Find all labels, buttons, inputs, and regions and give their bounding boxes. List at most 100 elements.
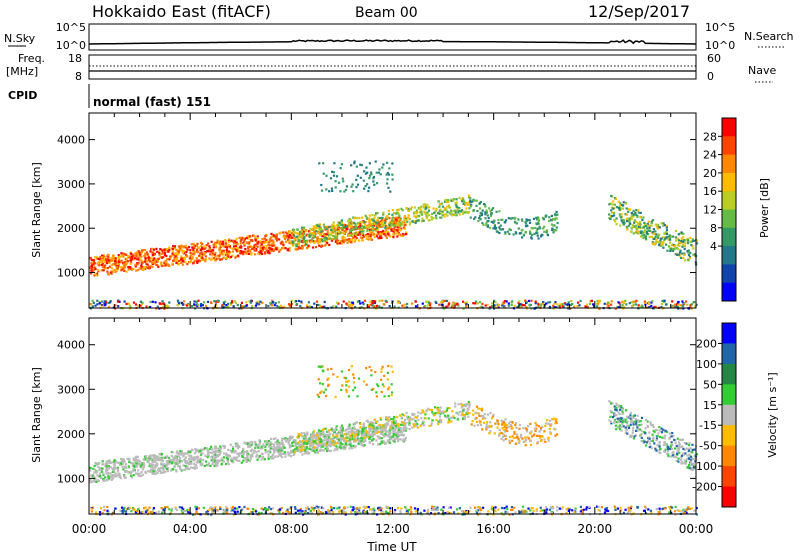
scatter-cell <box>393 438 396 441</box>
scatter-cell <box>312 449 315 452</box>
scatter-cell <box>187 451 190 454</box>
colorbar-tick-label: 24 <box>703 149 717 162</box>
scatter-cell <box>449 209 452 212</box>
scatter-cell <box>332 171 335 174</box>
scatter-cell <box>146 253 149 256</box>
scatter-cell <box>96 268 99 272</box>
scatter-cell <box>355 217 358 220</box>
scatter-cell <box>215 464 218 467</box>
scatter-cell <box>377 216 380 219</box>
scatter-cell <box>407 209 410 212</box>
scatter-cell <box>385 430 388 433</box>
scatter-cell <box>321 240 324 243</box>
scatter-cell <box>141 463 144 466</box>
scatter-cell <box>310 238 313 241</box>
scatter-cell <box>245 456 248 460</box>
scatter-cell <box>449 199 452 202</box>
scatter-cell <box>389 226 392 229</box>
scatter-cell <box>222 452 226 455</box>
scatter-cell <box>95 463 98 466</box>
scatter-cell <box>315 435 319 438</box>
scatter-cell <box>269 247 272 250</box>
scatter-cell <box>387 186 390 189</box>
scatter-cell <box>418 207 422 210</box>
scatter-cell <box>368 221 371 224</box>
scatter-cell <box>304 433 307 436</box>
scatter-cell <box>372 221 375 224</box>
scatter-cell <box>356 183 360 186</box>
scatter-cell <box>142 268 145 271</box>
scatter-cell <box>336 242 339 245</box>
scatter-cell <box>635 299 638 302</box>
scatter-cell <box>93 471 96 474</box>
scatter-cell <box>667 245 671 248</box>
freq-unit-label: [MHz] <box>6 65 38 78</box>
freq-tick-top: 18 <box>68 52 82 65</box>
scatter-cell <box>212 450 215 453</box>
scatter-cell <box>379 233 382 236</box>
scatter-cell <box>395 218 398 221</box>
scatter-cell <box>590 299 593 302</box>
scatter-cell <box>392 232 395 235</box>
scatter-cell <box>215 447 218 450</box>
scatter-cell <box>113 459 116 462</box>
scatter-cell <box>121 252 124 255</box>
scatter-cell <box>651 219 655 222</box>
scatter-cell <box>555 226 558 229</box>
scatter-cell <box>348 300 351 303</box>
scatter-cell <box>615 223 618 226</box>
scatter-cell <box>154 470 157 473</box>
scatter-cell <box>287 239 290 242</box>
scatter-cell <box>303 226 306 229</box>
scatter-cell <box>212 454 215 457</box>
scatter-cell <box>410 206 413 209</box>
scatter-cell <box>332 438 335 441</box>
scatter-cell <box>672 306 675 309</box>
scatter-cell <box>278 250 281 253</box>
scatter-cell <box>254 245 257 248</box>
scatter-cell <box>281 437 284 440</box>
scatter-cell <box>157 265 160 268</box>
scatter-cell <box>126 457 129 460</box>
scatter-cell <box>369 300 372 303</box>
scatter-cell <box>660 222 663 225</box>
scatter-cell <box>414 221 417 224</box>
scatter-cell <box>265 450 269 453</box>
scatter-cell <box>240 252 243 255</box>
scatter-cell <box>269 240 272 243</box>
scatter-cell <box>467 415 470 418</box>
scatter-cell <box>402 434 405 437</box>
scatter-cell <box>335 236 338 239</box>
scatter-cell <box>242 253 245 256</box>
scatter-cell <box>199 448 202 451</box>
scatter-cell <box>340 436 343 439</box>
scatter-cell <box>317 232 320 235</box>
scatter-cell <box>222 444 225 447</box>
scatter-cell <box>160 471 163 474</box>
scatter-cell <box>352 236 355 239</box>
scatter-cell <box>401 234 404 237</box>
scatter-cell <box>293 239 296 243</box>
scatter-cell <box>220 457 223 460</box>
scatter-cell <box>135 465 138 468</box>
scatter-cell <box>379 235 382 238</box>
scatter-cell <box>446 210 449 213</box>
scatter-cell <box>438 415 442 418</box>
scatter-cell <box>524 299 527 302</box>
scatter-cell <box>480 212 484 215</box>
scatter-cell <box>424 212 427 215</box>
scatter-cell <box>625 303 628 306</box>
scatter-cell <box>164 470 167 473</box>
scatter-cell <box>309 445 312 448</box>
scatter-cell <box>316 303 319 306</box>
scatter-cell <box>122 468 125 471</box>
scatter-cell <box>328 234 331 237</box>
scatter-cell <box>682 236 685 239</box>
scatter-cell <box>650 235 653 239</box>
scatter-cell <box>241 450 244 453</box>
scatter-cell <box>91 299 94 302</box>
scatter-cell <box>367 235 370 238</box>
scatter-cell <box>122 265 125 268</box>
scatter-cell <box>443 299 446 302</box>
scatter-cell <box>269 451 272 454</box>
